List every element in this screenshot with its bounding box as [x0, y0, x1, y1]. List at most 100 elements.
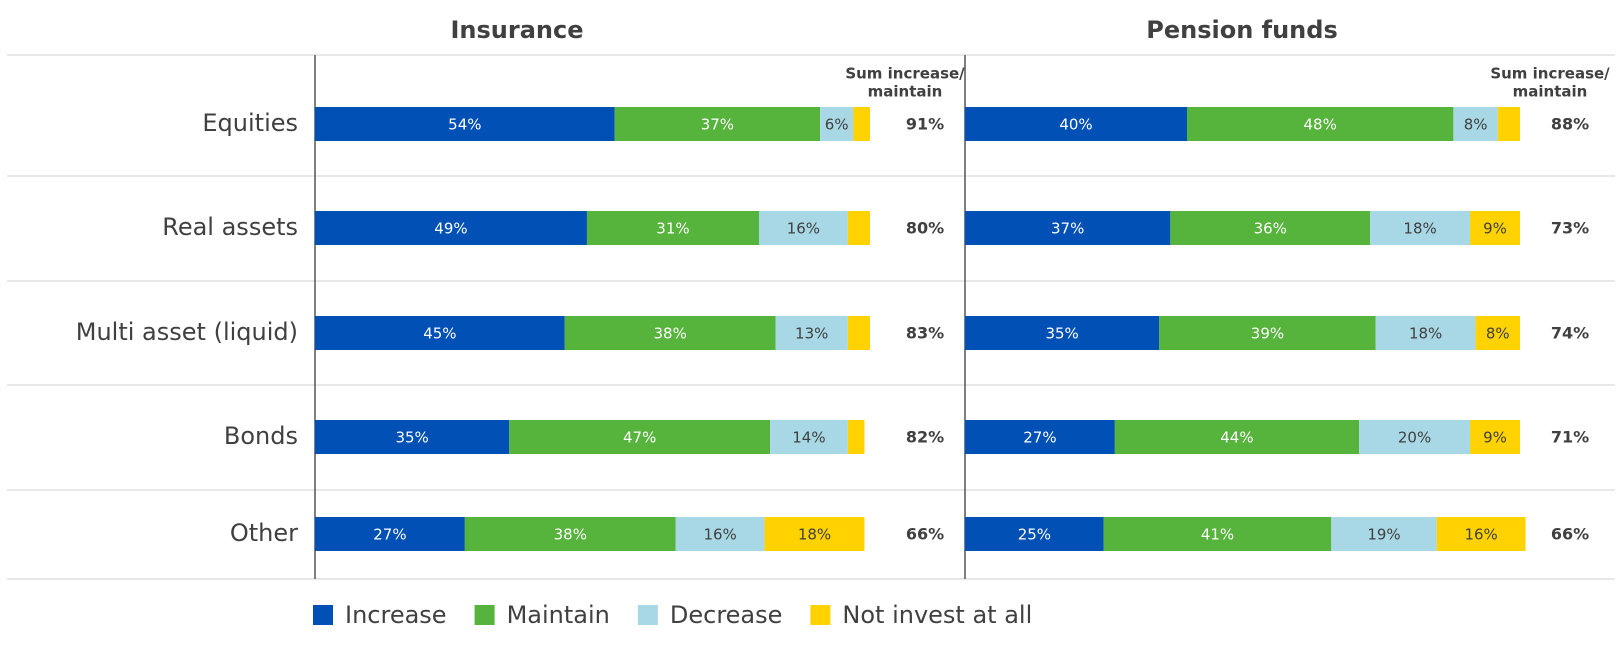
legend-swatch: [637, 605, 658, 625]
value-label: 13%: [795, 325, 828, 343]
sum-label: 91%: [906, 115, 944, 134]
bar-segment: [1436, 517, 1526, 551]
value-label: 8%: [1464, 116, 1488, 134]
value-label: 54%: [448, 116, 481, 134]
value-label: 8%: [1486, 325, 1510, 343]
value-label: 18%: [798, 526, 831, 544]
bar-segment: [965, 107, 1187, 141]
bar-segment: [1359, 420, 1471, 454]
value-label: 16%: [787, 220, 820, 238]
legend-label: Decrease: [670, 601, 783, 629]
value-label: 37%: [1051, 220, 1084, 238]
value-label: 44%: [1220, 429, 1253, 447]
bar-segment: [847, 211, 870, 245]
sum-header: maintain: [1513, 83, 1588, 101]
value-label: 41%: [1201, 526, 1234, 544]
legend-swatch: [313, 605, 333, 625]
bar-segment: [847, 316, 870, 350]
value-label: 14%: [792, 429, 825, 447]
bar-segment: [1187, 107, 1454, 141]
value-label: 37%: [701, 116, 734, 134]
sum-header: maintain: [868, 83, 943, 101]
value-label: 18%: [1403, 220, 1436, 238]
sum-label: 66%: [1551, 525, 1589, 544]
bar-segment: [775, 316, 848, 350]
bar-segment: [965, 211, 1171, 245]
value-label: 19%: [1367, 526, 1400, 544]
value-label: 36%: [1254, 220, 1287, 238]
value-label: 6%: [825, 116, 849, 134]
bar-segment: [1159, 316, 1376, 350]
value-label: 49%: [434, 220, 467, 238]
bar-segment: [315, 517, 465, 551]
bar-segment: [1170, 211, 1371, 245]
value-label: 25%: [1018, 526, 1051, 544]
legend-label: Increase: [345, 601, 447, 629]
bar-segment: [759, 211, 848, 245]
category-label: Multi asset (liquid): [76, 318, 298, 346]
sum-label: 83%: [906, 324, 944, 343]
value-label: 18%: [1409, 325, 1442, 343]
value-label: 35%: [1045, 325, 1078, 343]
value-label: 48%: [1304, 116, 1337, 134]
value-label: 9%: [1483, 429, 1507, 447]
sum-label: 71%: [1551, 428, 1589, 447]
bar-segment: [315, 211, 587, 245]
bar-segment: [315, 316, 565, 350]
bar-segment: [847, 420, 865, 454]
category-label: Other: [230, 519, 298, 547]
bar-segment: [1375, 316, 1476, 350]
bar-segment: [1103, 517, 1332, 551]
bar-segment: [675, 517, 765, 551]
panel-title: Pension funds: [1146, 16, 1337, 44]
category-label: Equities: [202, 109, 298, 137]
bar-segment: [965, 420, 1115, 454]
value-label: 16%: [1464, 526, 1497, 544]
category-label: Bonds: [224, 422, 298, 450]
value-label: 39%: [1251, 325, 1284, 343]
bar-segment: [853, 107, 870, 141]
value-label: 38%: [554, 526, 587, 544]
legend-swatch: [810, 605, 831, 625]
value-label: 47%: [623, 429, 656, 447]
sum-label: 73%: [1551, 219, 1589, 238]
value-label: 38%: [654, 325, 687, 343]
sum-label: 88%: [1551, 115, 1589, 134]
bar-segment: [764, 517, 865, 551]
bar-segment: [586, 211, 759, 245]
bar-segment: [1475, 316, 1520, 350]
sum-label: 82%: [906, 428, 944, 447]
bar-segment: [1470, 420, 1520, 454]
value-label: 20%: [1398, 429, 1431, 447]
value-label: 40%: [1059, 116, 1092, 134]
bar-segment: [770, 420, 848, 454]
bar-segment: [1497, 107, 1520, 141]
value-label: 27%: [1023, 429, 1056, 447]
bar-segment: [1453, 107, 1498, 141]
value-label: 16%: [703, 526, 736, 544]
bar-segment: [965, 517, 1104, 551]
bar-segment: [509, 420, 771, 454]
value-label: 9%: [1483, 220, 1507, 238]
legend-swatch: [474, 605, 495, 625]
value-label: 45%: [423, 325, 456, 343]
bar-segment: [315, 107, 615, 141]
sum-header: Sum increase/: [1490, 65, 1610, 83]
bar-segment: [1470, 211, 1520, 245]
bar-segment: [614, 107, 821, 141]
value-label: 31%: [656, 220, 689, 238]
category-label: Real assets: [162, 213, 298, 241]
bar-segment: [315, 420, 510, 454]
bar-segment: [820, 107, 854, 141]
bar-segment: [564, 316, 776, 350]
value-label: 27%: [373, 526, 406, 544]
panel-title: Insurance: [450, 16, 583, 44]
legend-label: Not invest at all: [842, 601, 1032, 629]
sum-label: 74%: [1551, 324, 1589, 343]
bar-segment: [1114, 420, 1360, 454]
legend-label: Maintain: [507, 601, 610, 629]
sum-label: 80%: [906, 219, 944, 238]
bar-segment: [464, 517, 676, 551]
sum-label: 66%: [906, 525, 944, 544]
